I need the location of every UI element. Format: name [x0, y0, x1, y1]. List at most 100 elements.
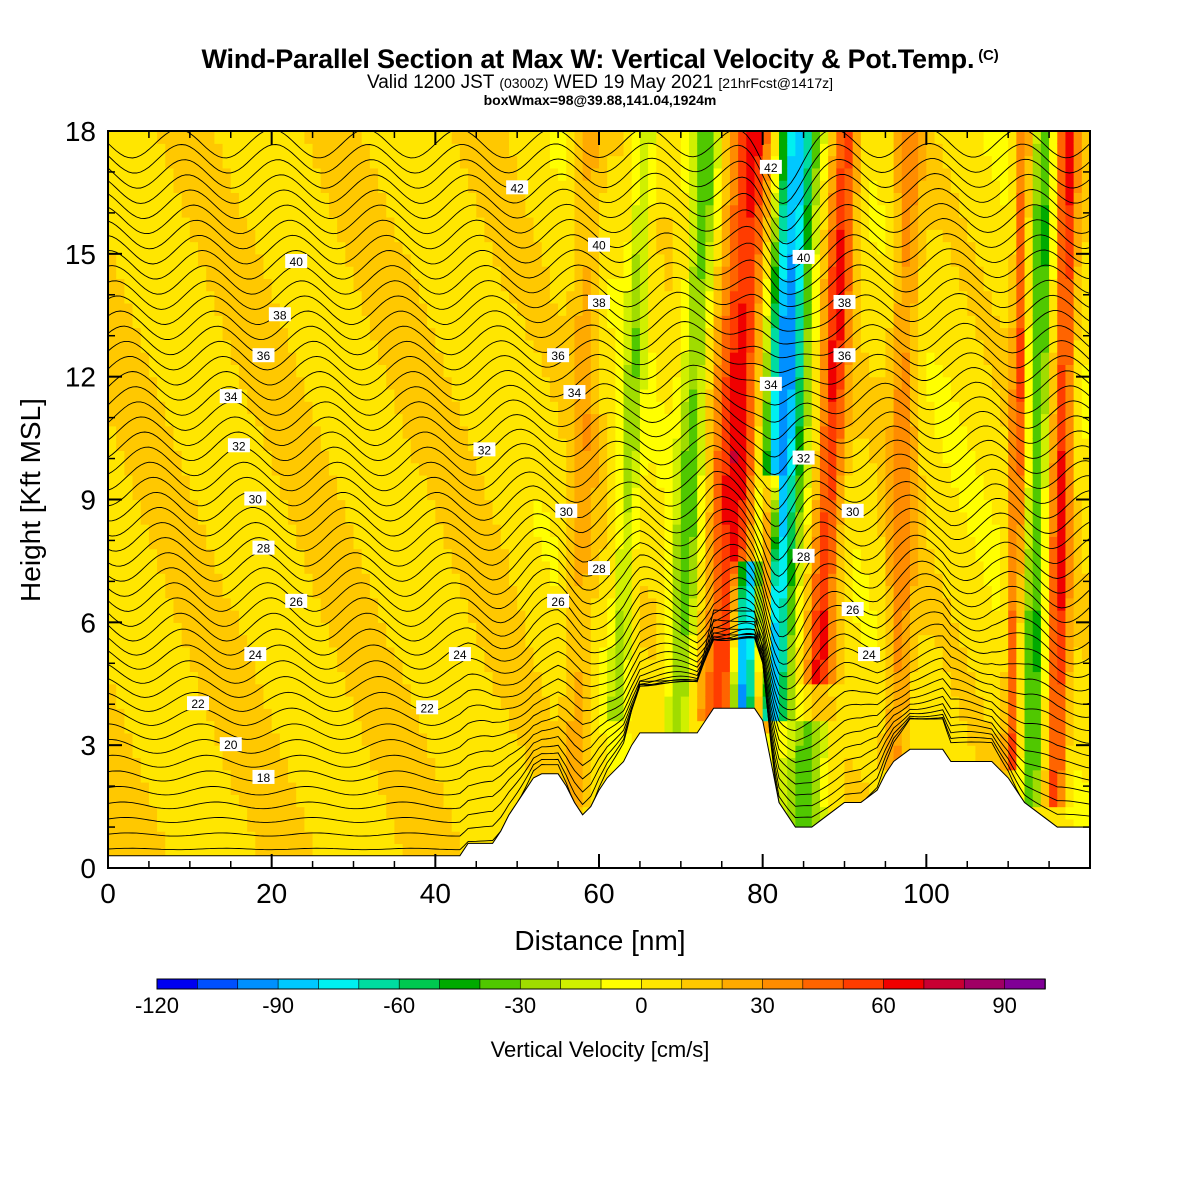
velocity-cell [230, 401, 240, 415]
velocity-cell [394, 339, 404, 353]
velocity-cell [443, 438, 453, 451]
velocity-cell [386, 339, 396, 353]
velocity-cell [729, 438, 739, 451]
velocity-cell [558, 278, 567, 292]
velocity-cell [566, 646, 576, 660]
velocity-cell [255, 806, 265, 820]
velocity-cell [590, 376, 600, 390]
velocity-cell [189, 474, 199, 488]
velocity-cell [517, 413, 526, 427]
velocity-cell [288, 745, 297, 759]
velocity-cell [157, 241, 166, 255]
velocity-cell [189, 339, 199, 353]
velocity-cell [754, 462, 764, 476]
velocity-cell [124, 278, 134, 292]
velocity-cell [664, 462, 674, 476]
velocity-cell [648, 388, 657, 402]
velocity-cell [729, 180, 739, 194]
velocity-cell [549, 143, 559, 157]
velocity-cell [394, 229, 404, 243]
velocity-cell [664, 696, 674, 709]
velocity-cell [386, 278, 396, 292]
velocity-cell [222, 352, 232, 365]
velocity-cell [558, 757, 567, 771]
velocity-cell [574, 315, 584, 329]
velocity-cell [312, 782, 322, 795]
velocity-cell [181, 327, 191, 341]
velocity-cell [517, 290, 526, 304]
velocity-cell [206, 241, 215, 255]
velocity-cell [517, 401, 526, 415]
velocity-cell [566, 131, 576, 144]
velocity-cell [484, 831, 494, 845]
velocity-cell [590, 671, 600, 685]
velocity-cell [623, 732, 633, 746]
velocity-cell [296, 610, 305, 623]
velocity-cell [189, 720, 199, 734]
velocity-cell [214, 216, 224, 230]
velocity-cell [247, 696, 256, 709]
velocity-cell [713, 671, 723, 685]
velocity-cell [713, 327, 723, 341]
velocity-cell [189, 376, 199, 390]
velocity-cell [451, 499, 461, 513]
velocity-cell [279, 646, 289, 660]
velocity-cell [623, 622, 633, 636]
velocity-cell [468, 536, 477, 550]
velocity-cell [320, 683, 330, 697]
velocity-cell [148, 573, 158, 587]
velocity-cell [378, 241, 387, 255]
velocity-cell [672, 266, 682, 279]
velocity-cell [304, 216, 314, 230]
velocity-cell [729, 352, 739, 365]
velocity-cell [508, 511, 518, 525]
velocity-cell [435, 241, 445, 255]
velocity-cell [132, 167, 142, 181]
velocity-cell [312, 229, 322, 243]
velocity-cell [206, 597, 215, 611]
velocity-cell [599, 597, 608, 611]
velocity-cell [468, 413, 477, 427]
velocity-cell [108, 143, 117, 157]
velocity-cell [296, 536, 305, 550]
velocity-cell [623, 610, 633, 623]
velocity-cell [582, 253, 592, 267]
velocity-cell [157, 499, 166, 513]
velocity-cell [517, 327, 526, 341]
velocity-cell [680, 683, 690, 697]
velocity-cell [247, 708, 256, 722]
velocity-cell [140, 499, 150, 513]
velocity-cell [304, 388, 314, 402]
velocity-cell [533, 683, 543, 697]
velocity-cell [705, 290, 715, 304]
velocity-cell [607, 401, 616, 415]
velocity-cell [116, 818, 125, 832]
velocity-cell [353, 143, 363, 157]
velocity-cell [353, 339, 363, 353]
velocity-cell [517, 683, 526, 697]
velocity-cell [108, 364, 117, 378]
velocity-cell [361, 216, 371, 230]
velocity-cell [558, 241, 567, 255]
velocity-cell [296, 806, 305, 820]
velocity-cell [582, 376, 592, 390]
velocity-cell [697, 413, 706, 427]
velocity-cell [713, 487, 723, 501]
velocity-cell [157, 278, 166, 292]
velocity-cell [729, 143, 739, 157]
velocity-cell [754, 487, 764, 501]
velocity-cell [435, 438, 445, 451]
velocity-cell [574, 794, 584, 808]
velocity-cell [345, 327, 355, 341]
velocity-cell [328, 143, 338, 157]
velocity-cell [697, 229, 706, 243]
velocity-cell [468, 327, 477, 341]
velocity-cell [279, 462, 289, 476]
velocity-cell [599, 376, 608, 390]
velocity-cell [124, 339, 134, 353]
velocity-cell [369, 511, 379, 525]
velocity-cell [320, 597, 330, 611]
velocity-cell [549, 364, 559, 378]
velocity-cell [451, 659, 461, 673]
velocity-cell [427, 339, 436, 353]
